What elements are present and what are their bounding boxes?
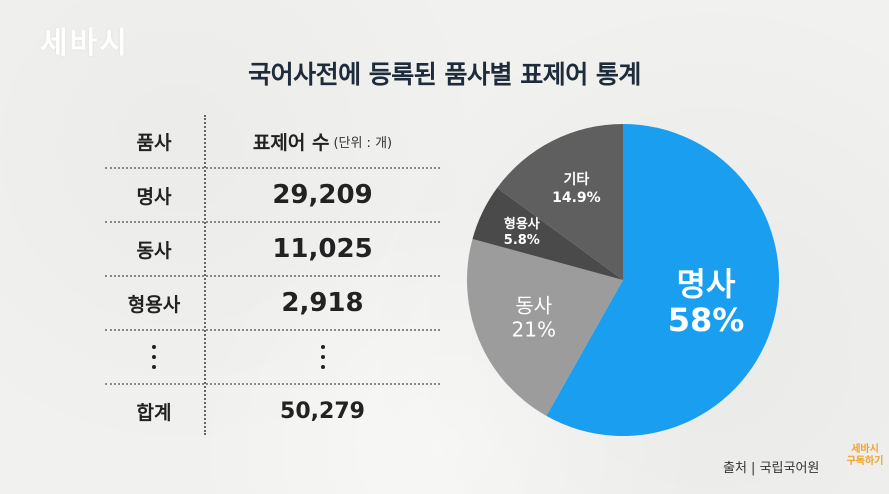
table-row: 동사 11,025: [105, 223, 440, 277]
total-pos: 합계: [136, 401, 172, 424]
header-count: 표제어 수 (단위 : 개): [205, 115, 440, 167]
header-count-label: 표제어 수: [252, 131, 330, 154]
total-count: 50,279: [280, 398, 365, 424]
page-title: 국어사전에 등록된 품사별 표제어 통계: [248, 60, 641, 89]
slice-name-label: 기타: [564, 172, 590, 188]
row-pos: 동사: [136, 239, 172, 262]
table-row: 명사 29,209: [105, 169, 440, 223]
row-count: 2,918: [281, 288, 364, 318]
table-total-row: 합계 50,279: [105, 385, 440, 437]
stamp-line-2: 구독하기: [846, 456, 884, 467]
subscribe-stamp: 세바시 구독하기: [845, 444, 885, 468]
vertical-ellipsis-icon: [320, 345, 325, 369]
slice-name-label: 형용사: [504, 216, 540, 232]
pie-slice-4: [497, 123, 623, 280]
slice-name-label: 동사: [515, 293, 552, 317]
row-count: 29,209: [272, 180, 373, 210]
logo: 세바시: [40, 26, 129, 61]
table-row: 형용사 2,918: [105, 277, 440, 331]
row-count: 11,025: [272, 234, 373, 264]
pie-slice-1: [546, 124, 779, 436]
row-pos: 형용사: [127, 293, 181, 316]
stats-table: 품사 표제어 수 (단위 : 개) 명사 29,209 동사 11,025 형용…: [105, 115, 440, 437]
slice-value-label: 14.9%: [552, 190, 601, 206]
ellipsis-count: [205, 331, 440, 383]
slice-value-label: 21%: [512, 317, 556, 341]
table-header: 품사 표제어 수 (단위 : 개): [105, 115, 440, 169]
pie-slice-3: [472, 187, 623, 280]
stamp-line-1: 세바시: [851, 444, 879, 455]
slice-value-label: 5.8%: [504, 233, 540, 248]
header-unit: (단위 : 개): [333, 135, 393, 151]
vertical-ellipsis-icon: [152, 345, 156, 369]
ellipsis-row: [105, 331, 440, 385]
pie-slice-2: [467, 238, 623, 416]
row-pos: 명사: [136, 185, 172, 208]
header-pos: 품사: [136, 131, 172, 154]
slice-name-label: 명사: [677, 265, 736, 303]
ellipsis-pos: [105, 331, 203, 383]
slice-value-label: 58%: [668, 301, 745, 339]
source-note: 출처 | 국립국어원: [723, 461, 820, 476]
